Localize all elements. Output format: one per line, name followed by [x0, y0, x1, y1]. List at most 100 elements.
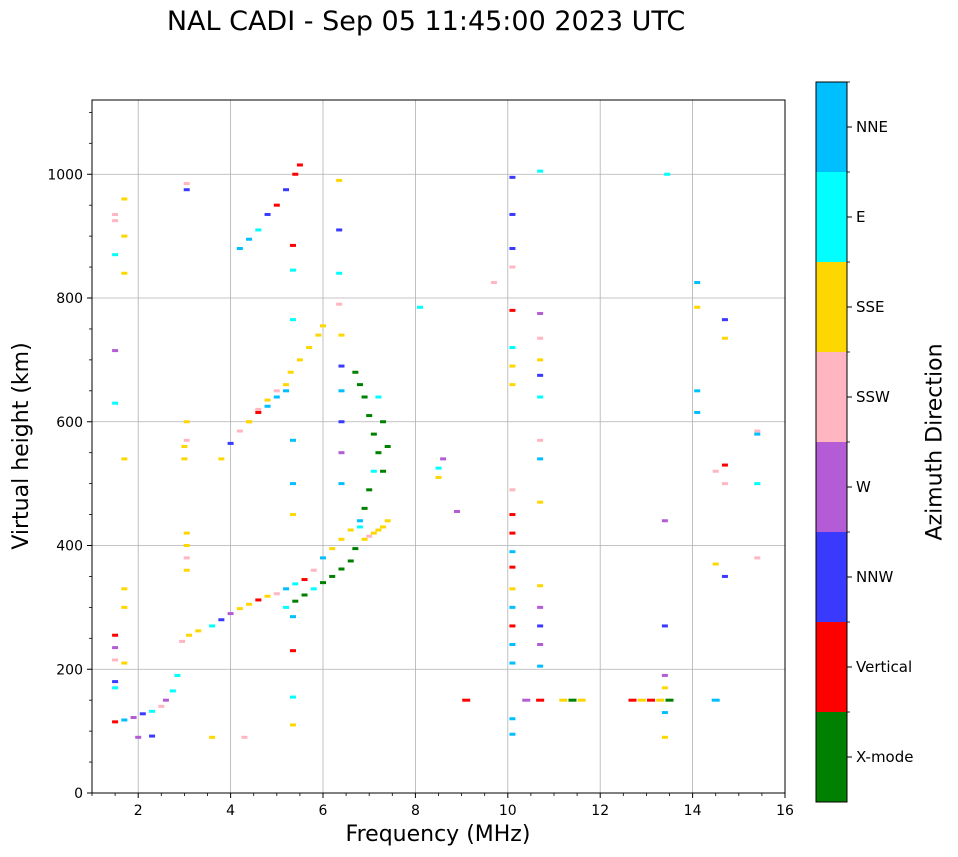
data-point — [435, 475, 442, 479]
colorbar-swatch-sse — [816, 262, 847, 352]
data-point — [112, 253, 119, 257]
data-point — [417, 305, 424, 309]
data-point — [112, 686, 119, 690]
data-point — [375, 528, 382, 532]
data-point — [296, 163, 303, 167]
plot-frame — [91, 99, 786, 794]
data-point — [537, 605, 544, 609]
data-point — [112, 401, 119, 405]
data-point — [721, 336, 728, 340]
data-point — [130, 716, 137, 720]
data-point — [537, 169, 544, 173]
axis-layer: 2 4 6 8 10 12 14 16 0 200 400 600 800 1000 — [47, 111, 794, 819]
data-point — [380, 420, 387, 424]
colorbar-swatch-e — [816, 172, 847, 262]
chart-title: NAL CADI - Sep 05 11:45:00 2023 UTC — [166, 6, 686, 37]
colorbar-label: E — [856, 208, 865, 226]
data-point — [121, 197, 128, 201]
data-point — [310, 587, 317, 591]
data-point — [370, 531, 377, 535]
data-point — [336, 178, 343, 182]
data-point — [384, 519, 391, 523]
colorbar-swatch-nne — [816, 82, 847, 172]
data-point — [435, 466, 442, 470]
data-point — [361, 506, 368, 510]
colorbar-frame — [815, 81, 848, 803]
data-point — [366, 414, 373, 418]
data-point — [453, 509, 460, 513]
data-point — [361, 395, 368, 399]
data-point — [568, 698, 577, 702]
data-point — [112, 212, 119, 216]
data-point — [336, 228, 343, 232]
data-point — [537, 584, 544, 588]
data-point — [236, 247, 243, 250]
colorbar-label: SSW — [856, 388, 890, 406]
data-point — [255, 410, 262, 414]
data-point — [246, 237, 253, 241]
data-point — [537, 395, 544, 399]
data-point — [158, 704, 165, 708]
data-point — [754, 432, 761, 436]
data-point — [329, 574, 336, 578]
data-point — [292, 172, 299, 176]
data-point — [352, 370, 359, 374]
data-point — [366, 488, 373, 492]
colorbar-label: NNW — [856, 568, 893, 586]
data-point — [537, 311, 544, 315]
data-point — [264, 398, 271, 402]
data-point — [647, 698, 656, 702]
data-point — [320, 581, 326, 585]
data-point — [289, 268, 296, 272]
data-point — [537, 500, 544, 504]
data-point — [509, 643, 516, 646]
data-point — [183, 188, 190, 192]
data-point — [315, 333, 322, 337]
data-point — [121, 457, 128, 461]
data-point — [537, 457, 544, 461]
data-point — [537, 438, 544, 442]
data-point — [121, 234, 128, 238]
data-point — [283, 188, 290, 192]
colorbar-swatch-w — [816, 442, 847, 532]
data-point — [169, 689, 176, 693]
data-point — [183, 544, 190, 547]
data-point — [712, 562, 719, 566]
colorbar-title: Azimuth Direction — [922, 343, 948, 541]
data-point — [338, 420, 345, 424]
data-point — [356, 525, 363, 529]
data-point — [537, 336, 544, 340]
grid-layer — [92, 100, 785, 793]
data-point — [149, 734, 156, 738]
data-point — [301, 578, 308, 582]
data-point — [255, 407, 262, 411]
data-point — [121, 271, 128, 275]
data-point — [246, 420, 253, 424]
data-point — [338, 537, 345, 541]
data-point — [509, 513, 516, 517]
data-point — [209, 624, 216, 628]
data-point — [112, 680, 119, 684]
data-point — [186, 633, 193, 637]
data-point — [509, 364, 516, 368]
x-tick-label: 8 — [411, 803, 420, 819]
colorbar-label: SSE — [856, 298, 885, 316]
data-point — [380, 525, 387, 529]
data-point — [218, 457, 225, 461]
data-point — [112, 219, 119, 223]
data-point — [637, 698, 646, 702]
colorbar: X-mode Vertical NNW W SSW SSE E NNE — [815, 81, 913, 803]
data-point — [329, 547, 336, 551]
data-point — [292, 582, 299, 586]
x-tick-label: 2 — [134, 803, 143, 819]
data-point — [255, 598, 262, 602]
data-point — [289, 318, 296, 322]
data-point — [661, 686, 668, 690]
data-point — [694, 281, 701, 285]
data-point — [112, 658, 119, 662]
data-point — [338, 333, 345, 337]
data-point — [338, 389, 345, 393]
colorbar-label: W — [856, 478, 871, 496]
y-tick-label: 600 — [56, 415, 83, 431]
data-point — [218, 618, 225, 622]
